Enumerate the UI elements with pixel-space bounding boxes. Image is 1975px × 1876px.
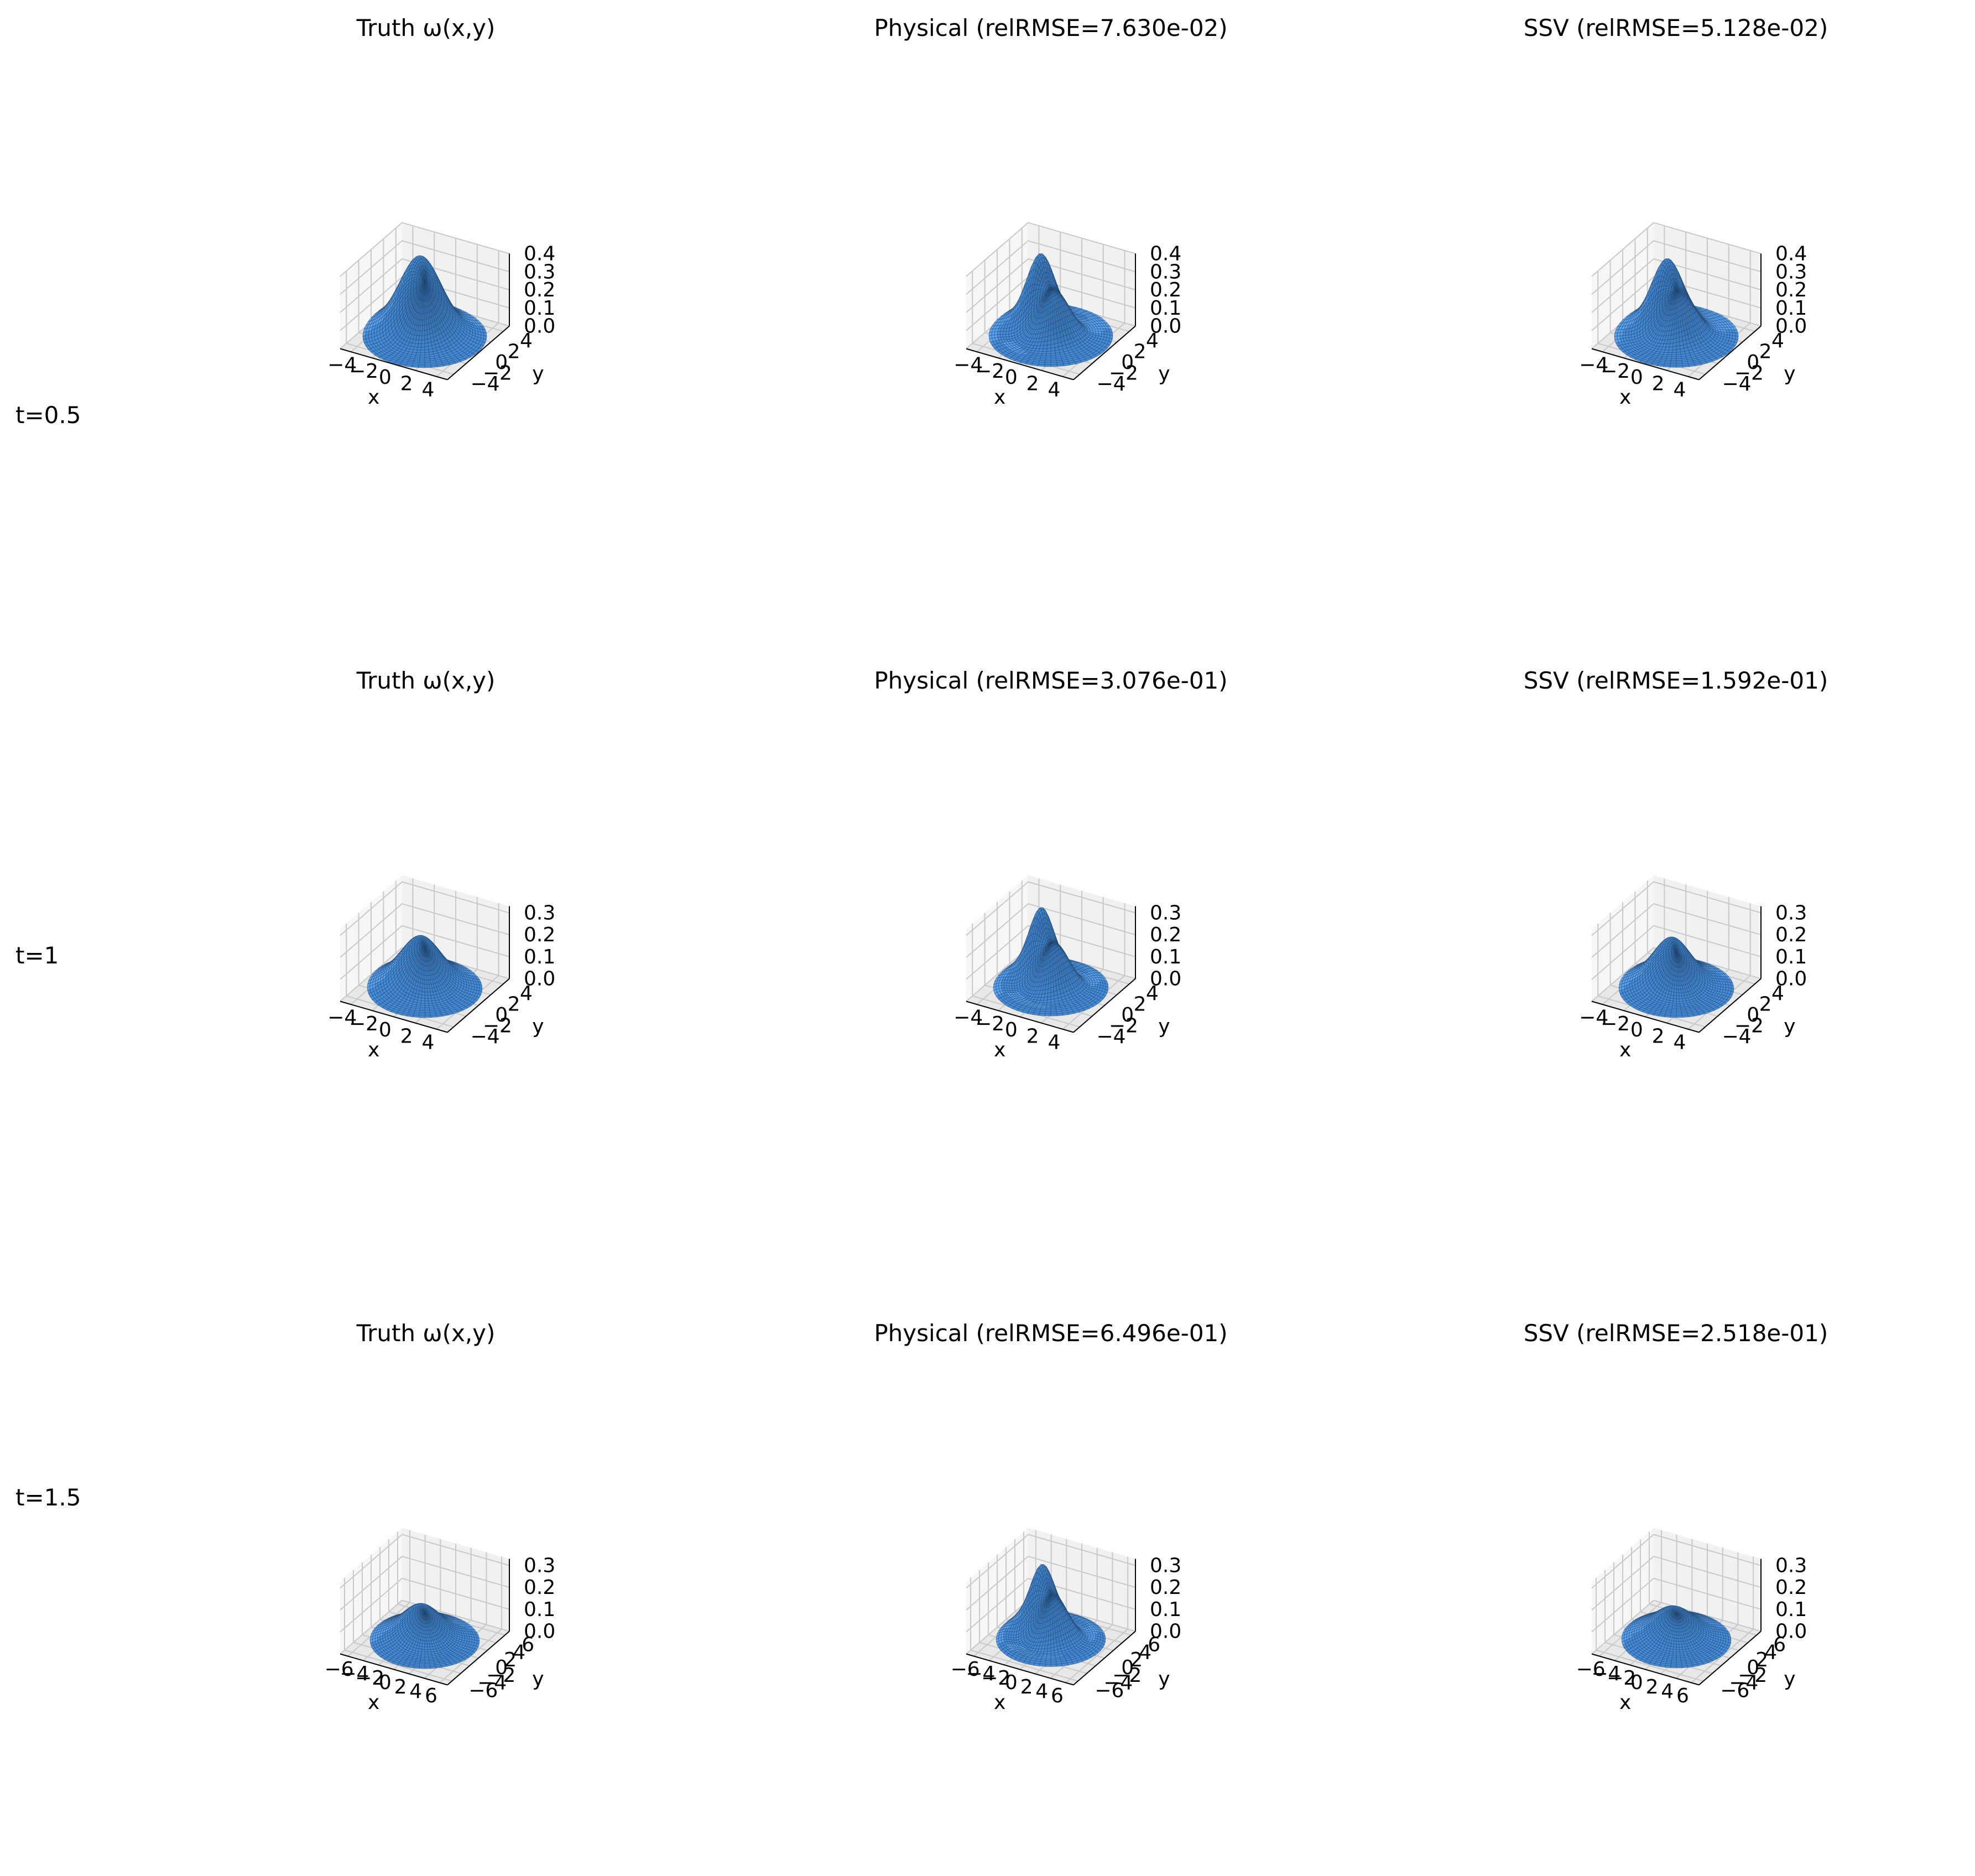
surface-patch <box>999 331 1004 335</box>
surface-patch <box>420 352 425 356</box>
surface-patch <box>421 330 425 336</box>
x-tick-label: −2 <box>975 360 1004 383</box>
surface-patch <box>1050 364 1058 367</box>
row-label-t1: t=1 <box>15 942 59 969</box>
surface-patch <box>1042 348 1048 352</box>
y-tick-label: 2 <box>1759 341 1772 363</box>
surface-patch <box>1671 355 1677 357</box>
surface-patch <box>1672 349 1677 353</box>
surface-patch <box>420 346 425 351</box>
surface-patch <box>1671 352 1677 356</box>
surface <box>362 255 487 368</box>
surface-patch <box>423 313 425 320</box>
surface-patch <box>418 335 423 341</box>
surface-patch <box>416 350 421 353</box>
chart-title: SSV (relRMSE=5.128e-02) <box>1524 14 1828 41</box>
grid-line <box>340 240 510 295</box>
surface-patch <box>1038 363 1045 367</box>
surface-patch <box>421 335 425 341</box>
surface-patch <box>1046 348 1051 352</box>
grid-line <box>340 222 510 277</box>
z-tick-label: 0.4 <box>1775 243 1807 265</box>
x-tick-label: 2 <box>1652 372 1665 395</box>
surface-patch <box>421 339 425 345</box>
surface-patch <box>420 350 425 353</box>
surface-patch <box>1005 333 1009 337</box>
surface-patch <box>1046 353 1051 356</box>
x-tick-label: 0 <box>1630 366 1643 389</box>
chart-title: Truth ω(x,y) <box>356 14 496 41</box>
surface-patch <box>1674 308 1677 314</box>
surface-patch <box>1043 341 1048 346</box>
x-tick-label: 4 <box>1048 378 1060 401</box>
surface-patch <box>1003 334 1007 337</box>
grid-line <box>340 258 510 313</box>
z-tick-label: 0.4 <box>524 243 555 265</box>
surface-patch <box>419 357 425 359</box>
surface-patch <box>1671 356 1677 359</box>
surface-patch <box>420 355 425 358</box>
surface-patch <box>426 324 430 331</box>
surface-patch <box>411 365 419 368</box>
y-axis-label: y <box>1784 363 1795 385</box>
surface-patch <box>1043 345 1048 350</box>
surface-patch <box>1682 364 1690 368</box>
surface-patch <box>1056 363 1064 367</box>
x-axis-label: x <box>368 386 379 409</box>
surface-patch <box>1046 344 1051 349</box>
surface-patch <box>1669 365 1677 368</box>
surface-patch <box>1667 352 1672 356</box>
surface-patch <box>1663 364 1671 368</box>
surface-patch <box>1041 351 1047 355</box>
y-axis-label: y <box>1158 363 1170 385</box>
y-axis-label: y <box>532 363 544 385</box>
surface-patch <box>416 347 422 351</box>
x-tick-label: 2 <box>1026 372 1039 395</box>
x-tick-label: 0 <box>379 366 392 389</box>
surface-patch <box>424 366 432 368</box>
x-tick-label: −2 <box>1601 360 1630 383</box>
surface-patch <box>1048 330 1051 337</box>
panels: Truth ω(x,y)−4−2 0 2 4 −4−20 2 40.00.10.20.30.… <box>325 14 1828 1714</box>
x-tick-label: 2 <box>400 372 413 395</box>
surface-patch <box>418 366 425 368</box>
y-tick-label: 0 <box>495 351 508 374</box>
surface-patch <box>417 343 422 348</box>
surface-patch <box>418 340 423 345</box>
surface-patch <box>423 307 425 314</box>
x-axis-label: x <box>994 386 1005 409</box>
surface-patch <box>421 343 425 348</box>
x-tick-label: 0 <box>1005 366 1018 389</box>
surface-patch <box>422 319 425 326</box>
y-tick-label: 0 <box>1121 351 1134 374</box>
y-tick-label: 0 <box>1747 351 1759 374</box>
surface-patch <box>419 358 425 362</box>
surface-patch <box>415 352 421 356</box>
surface-patch <box>1045 355 1051 358</box>
y-tick-label: 2 <box>508 341 520 363</box>
row-label-t05: t=0.5 <box>15 402 81 429</box>
surface-patch <box>430 365 438 368</box>
x-tick-label: 4 <box>1673 378 1686 401</box>
surface-patch <box>1676 365 1684 368</box>
x-axis-label: x <box>1619 386 1631 409</box>
x-tick-label: −2 <box>349 360 378 383</box>
surface-patch <box>1049 306 1051 315</box>
y-tick-label: 2 <box>1134 341 1147 363</box>
surface-patch <box>997 334 1001 338</box>
chart-title: Truth ω(x,y) <box>356 667 496 694</box>
surface-patch <box>1044 364 1051 367</box>
surface-patch <box>1668 346 1674 351</box>
x-tick-label: 4 <box>421 378 434 401</box>
row-labels: t=0.5 t=1 t=1.5 <box>15 402 81 1511</box>
chart-panel: Truth ω(x,y)−4−2 0 2 4 −4−20 2 40.00.10.20.30.… <box>327 14 555 409</box>
surface-patch <box>422 325 425 331</box>
chart-title: Physical (relRMSE=7.630e-02) <box>874 14 1227 41</box>
surface-patch <box>1047 335 1051 342</box>
row-label-t15: t=1.5 <box>15 1484 81 1511</box>
surface-patch <box>1669 343 1674 348</box>
surface-patch <box>1667 350 1673 353</box>
z-tick-label: 0.4 <box>1150 243 1181 265</box>
